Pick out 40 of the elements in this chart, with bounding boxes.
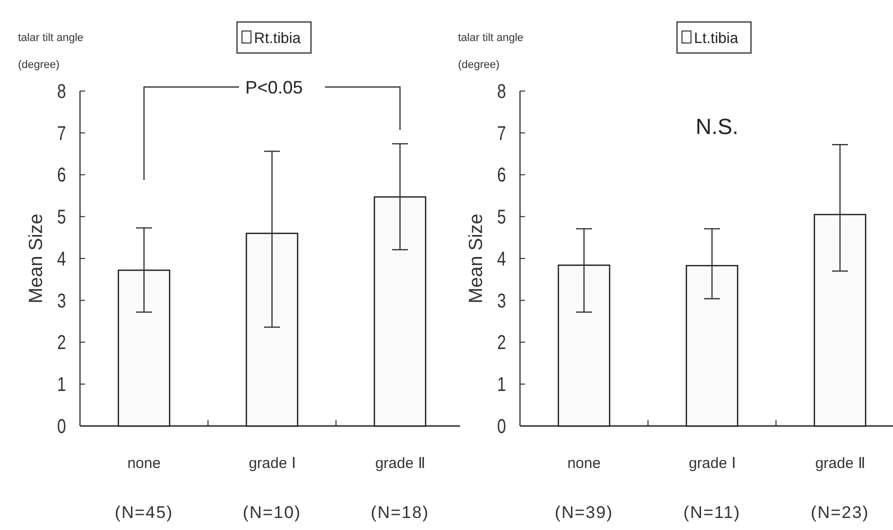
y-tick-label: 0 [57,415,66,438]
bar [374,196,426,427]
text: talar tilt angle [458,32,524,44]
y-tick-label: 6 [497,164,506,186]
bar [118,270,170,427]
category-label: grade Ⅱ (N=18) [370,455,430,522]
text: Lt.tibia [694,30,739,47]
category-label: grade Ⅰ (N=11) [683,455,741,522]
y-tick-label: 2 [57,332,66,354]
bar [686,264,738,427]
y-tick-label: 1 [57,373,66,396]
category-label: none (N=39) [554,455,614,522]
category-label: grade Ⅱ (N=23) [810,455,870,522]
y-tick-label: 7 [497,122,506,144]
y-tick-label: 4 [57,248,66,270]
y-tick-label: 6 [57,164,66,186]
text: talar tilt angle [18,32,84,44]
y-tick-label: 7 [57,122,66,144]
category-label: grade Ⅰ (N=10) [242,455,302,522]
y-axis-title: Mean Size [466,214,487,304]
annotation: N.S. [696,114,738,139]
y-tick-label: 5 [497,206,506,228]
y-tick-label: 0 [497,415,506,438]
y-tick-label: 3 [497,290,506,312]
y-tick-label: 8 [57,80,66,102]
y-tick-label: 5 [57,206,66,228]
y-tick-label: 3 [57,290,66,312]
text: (degree) [458,59,500,71]
y-tick-label: 8 [497,80,506,102]
text: Rt.tibia [254,30,302,47]
bar [246,232,298,427]
y-tick-label: 2 [497,332,506,354]
bar [814,214,866,427]
y-tick-label: 1 [497,373,506,396]
text: (degree) [18,59,60,71]
bar [558,264,610,427]
y-axis-title: Mean Size [26,214,47,304]
annotation: P<0.05 [245,77,303,98]
category-label: none (N=45) [114,455,174,522]
y-tick-label: 4 [497,248,506,270]
